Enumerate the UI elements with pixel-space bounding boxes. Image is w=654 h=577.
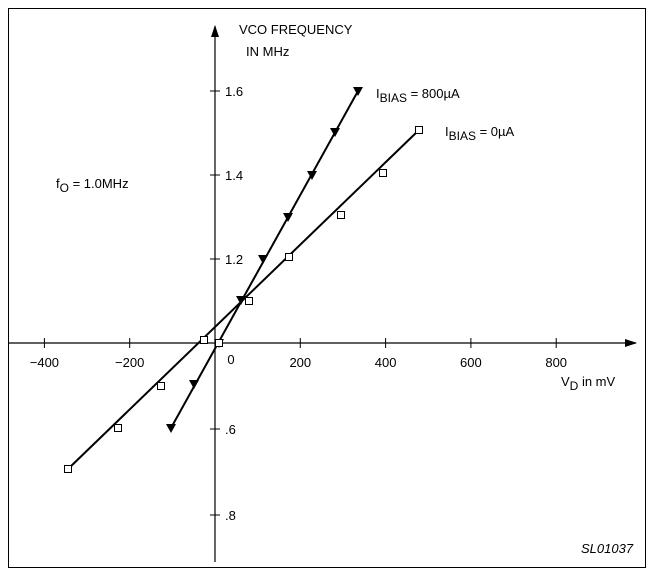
x-tick-label: 600 [460, 355, 482, 370]
data-point [285, 253, 293, 261]
data-point [166, 424, 176, 433]
data-point [415, 126, 423, 134]
data-point [379, 169, 387, 177]
data-point [64, 465, 72, 473]
figure-frame [8, 8, 646, 568]
data-point [258, 255, 268, 264]
data-point [157, 382, 165, 390]
series-label-bias-800-value: = 800µA [407, 86, 460, 101]
y-tick-label: 1.4 [225, 168, 243, 183]
x-tick-label: 800 [545, 355, 567, 370]
data-point [307, 171, 317, 180]
fo-annotation: fO = 1.0MHz [56, 176, 129, 195]
data-point [189, 380, 199, 389]
data-point [215, 339, 223, 347]
data-point [245, 297, 253, 305]
x-ticks: −400 −200 0 200 400 600 800 [30, 338, 567, 370]
series-bias-800 [166, 87, 363, 433]
y-axis-label-line2: IN MHz [246, 44, 289, 59]
data-point [283, 213, 293, 222]
y-tick-label: 1.2 [225, 252, 243, 267]
data-point [337, 211, 345, 219]
data-point [353, 87, 363, 96]
series-label-bias-800-sub: BIAS [380, 91, 407, 105]
y-tick-label: .8 [225, 508, 236, 523]
x-tick-label: −200 [115, 355, 144, 370]
y-tick-label: 1.6 [225, 84, 243, 99]
series-bias-0 [64, 126, 423, 473]
series-label-bias-0-main: I [445, 124, 449, 139]
y-axis-label-line1: VCO FREQUENCY [239, 22, 353, 37]
series-layer [64, 87, 423, 473]
x-tick-label: 400 [375, 355, 397, 370]
series-label-bias-0: IBIAS = 0µA [445, 124, 515, 143]
x-axis-label: VD in mV [561, 374, 616, 393]
data-point [114, 424, 122, 432]
x-axis-label-main: V [561, 374, 570, 389]
series-line [67, 129, 420, 470]
fo-annotation-sub: O [60, 181, 69, 195]
x-tick-label: 200 [289, 355, 311, 370]
data-point [330, 128, 340, 137]
figure-id: SL01037 [581, 541, 634, 556]
data-point [200, 336, 208, 344]
y-tick-label: .6 [225, 422, 236, 437]
series-label-bias-0-value: = 0µA [476, 124, 515, 139]
x-axis-label-sub: D [570, 379, 579, 393]
x-tick-label: −400 [30, 355, 59, 370]
x-axis-label-unit: in mV [578, 374, 615, 389]
y-ticks: 1.6 1.4 1.2 .6 .8 [210, 84, 243, 523]
fo-annotation-value: = 1.0MHz [69, 176, 129, 191]
series-label-bias-800-main: I [376, 86, 380, 101]
x-tick-label: 0 [227, 352, 234, 367]
series-label-bias-0-sub: BIAS [449, 129, 476, 143]
fo-annotation-main: f [56, 176, 60, 191]
series-label-bias-800: IBIAS = 800µA [376, 86, 460, 105]
